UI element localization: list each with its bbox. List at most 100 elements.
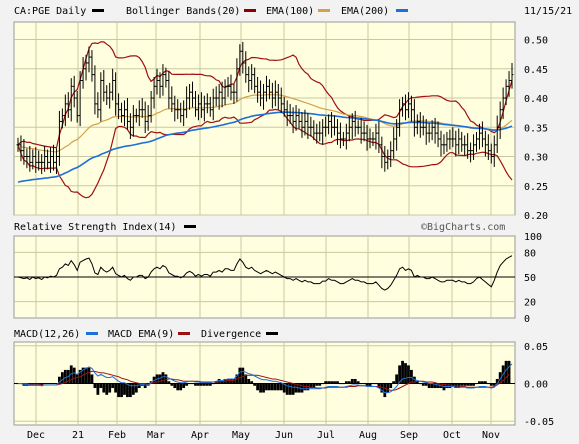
divergence-bar — [353, 378, 357, 384]
divergence-bar — [300, 383, 304, 393]
divergence-bar — [250, 381, 254, 384]
rsi-line — [17, 255, 513, 291]
price-bar — [250, 64, 254, 90]
price-bar — [37, 150, 41, 171]
price-bar — [81, 57, 85, 89]
divergence-bar — [318, 383, 322, 386]
price-y-tick-label: 0.30 — [524, 153, 548, 164]
price-bar — [57, 110, 61, 166]
price-bar — [117, 93, 121, 120]
divergence-bar — [415, 381, 419, 384]
divergence-bar — [69, 365, 73, 384]
price-bar — [196, 94, 200, 121]
divergence-bar — [466, 383, 470, 386]
x-axis: Dec 21 Feb Mar Apr May Jun Jul Aug Sep Oct Nov — [27, 430, 500, 441]
macd-y-axis: 0.05 0.00 -0.05 — [524, 342, 554, 428]
divergence-bar — [478, 381, 481, 384]
price-bar — [19, 135, 23, 162]
price-bar — [424, 119, 428, 145]
divergence-bar — [327, 381, 330, 384]
divergence-bar — [99, 383, 103, 389]
price-bar — [415, 114, 419, 135]
x-tick-label: Mar — [147, 430, 165, 441]
price-bar — [51, 144, 55, 171]
price-bar — [232, 83, 236, 104]
divergence-bar — [137, 383, 141, 389]
price-bar — [229, 74, 233, 101]
divergence-bar — [58, 376, 61, 384]
divergence-bar — [492, 383, 496, 386]
price-bar — [341, 131, 345, 146]
price-bar — [469, 142, 473, 163]
divergence-bar — [197, 383, 200, 386]
price-bar — [489, 143, 493, 164]
rsi-y-axis: 100 80 50 20 0 — [524, 232, 542, 325]
price-bar — [395, 119, 399, 151]
price-bar — [120, 102, 124, 123]
legend-ema200-label: EMA(200) — [341, 6, 389, 17]
x-tick-label: Jun — [275, 430, 293, 441]
price-bar — [54, 148, 58, 175]
price-bar — [143, 101, 147, 134]
price-bar — [392, 127, 396, 159]
divergence-bar — [49, 383, 52, 385]
divergence-legend-label: Divergence — [201, 329, 261, 340]
divergence-bar — [191, 383, 194, 385]
divergence-bar — [463, 383, 467, 386]
divergence-bar — [395, 374, 399, 384]
divergence-bar — [427, 383, 431, 389]
divergence-bar — [102, 383, 106, 393]
price-bar — [333, 115, 337, 136]
divergence-bar — [362, 383, 366, 385]
price-bar — [306, 113, 310, 139]
x-tick-label: Aug — [359, 430, 377, 441]
price-bar — [122, 100, 126, 127]
divergence-bar — [321, 383, 325, 385]
rsi-y-tick-label: 0 — [524, 314, 530, 325]
price-bar — [220, 81, 224, 108]
x-tick-label: 21 — [72, 430, 84, 441]
price-bar — [72, 75, 76, 108]
divergence-bar — [129, 383, 132, 398]
price-bar — [418, 112, 422, 138]
price-bar — [510, 62, 514, 89]
rsi-line-group — [14, 255, 515, 291]
legend-ema200-swatch — [396, 9, 408, 12]
divergence-bar — [111, 383, 115, 389]
price-bar — [398, 99, 402, 137]
macd-line — [18, 363, 513, 394]
price-bar — [34, 147, 38, 173]
price-bar — [324, 116, 328, 137]
price-bar — [436, 121, 440, 148]
price-bar — [125, 98, 129, 130]
rsi-y-tick-label: 20 — [524, 298, 536, 309]
divergence-bar — [498, 372, 502, 384]
price-bar — [406, 92, 410, 118]
rsi-y-tick-label: 100 — [524, 232, 542, 243]
divergence-bar — [483, 381, 487, 384]
price-bar — [495, 115, 499, 154]
price-bar — [480, 121, 484, 148]
price-bar — [448, 129, 452, 150]
divergence-bar — [117, 383, 120, 398]
divergence-bar — [404, 363, 407, 384]
divergence-bar — [377, 383, 381, 389]
divergence-bar — [205, 383, 209, 386]
price-bar — [22, 138, 26, 165]
price-bar — [338, 122, 342, 149]
price-bar — [241, 41, 245, 74]
divergence-bar — [330, 381, 333, 384]
divergence-bar — [238, 367, 242, 384]
price-y-tick-label: 0.20 — [524, 211, 548, 222]
price-bar — [108, 82, 112, 109]
divergence-bar — [93, 383, 97, 389]
divergence-bar — [380, 383, 384, 393]
price-bar — [347, 115, 351, 142]
divergence-bar — [262, 383, 265, 393]
price-bar — [279, 87, 283, 114]
price-bar — [96, 92, 100, 118]
price-y-tick-label: 0.50 — [524, 36, 548, 47]
divergence-bar — [134, 383, 138, 393]
price-bar — [365, 124, 369, 151]
